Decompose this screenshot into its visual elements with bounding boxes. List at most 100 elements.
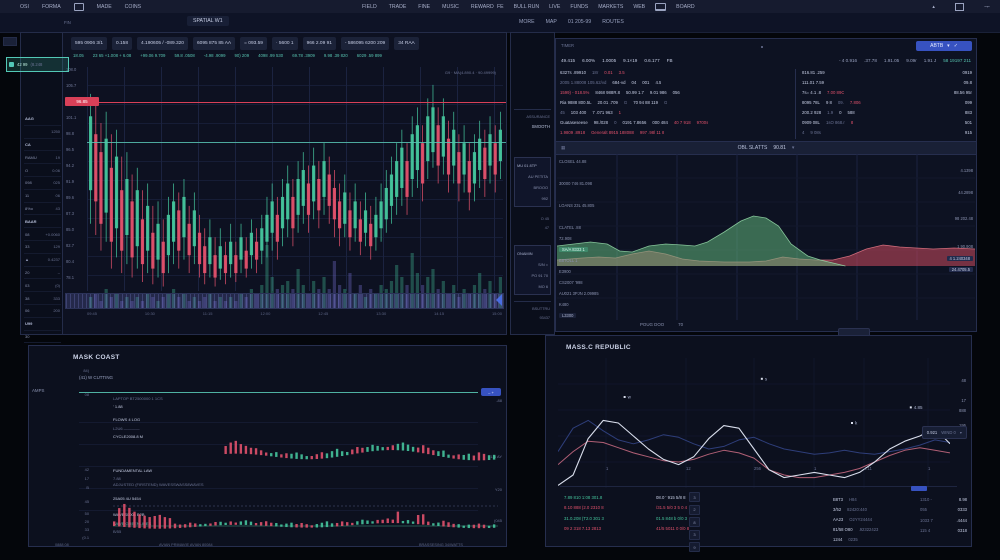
watchlist-item[interactable]: 03 (0)	[24, 279, 61, 293]
oscillator-strip-2[interactable]	[113, 486, 498, 536]
watchlist-item[interactable]: 1250	[24, 126, 61, 139]
watchlist-item[interactable]: 20 –	[24, 267, 61, 280]
table-row[interactable]: 8.10 888 (2.0 2310 8/31.5 5/0 3 5 0 4	[564, 503, 718, 514]
tool-row[interactable]: ONAMIN	[517, 251, 533, 256]
tool-group-2[interactable]: ONAMIN S/N = PO 91 70 MO 6	[514, 245, 551, 295]
depth-label: SA/A 8333 1	[559, 244, 599, 255]
tool-row[interactable]: PO 91 70	[531, 273, 548, 278]
menu-field[interactable]: FIELD	[362, 3, 377, 10]
watchlist-item[interactable]: 06 200	[24, 305, 61, 318]
orderbook-row[interactable]: Ria 9888 800.5L 20.01 .709 G 70 94 88 119 G 8…	[560, 99, 972, 109]
tool-row[interactable]: MO 6	[538, 284, 548, 289]
row-group-a: 6327s .89910 18r 0.01 3.5	[560, 70, 625, 75]
tool-row[interactable]: BROOO	[533, 185, 548, 190]
tool-row[interactable]: S/N =	[538, 262, 548, 267]
watchlist-item[interactable]: 08 +0.0060	[24, 228, 61, 241]
panels-icon[interactable]	[73, 2, 84, 11]
value-badge[interactable]: 0.921 WIND 0 ▾	[921, 426, 967, 439]
menu-trade[interactable]: TRADE	[388, 3, 407, 10]
watchlist-item[interactable]: 38 333	[24, 292, 61, 305]
menu-live[interactable]: LIVE	[549, 3, 561, 10]
depth-chart-area[interactable]: CLOSEL 44.88 30000 746 81.098 LOANS 23L 45…	[556, 154, 976, 320]
watchlist-item[interactable]: 30	[24, 331, 61, 344]
watchlist-item[interactable]: 098 025	[24, 177, 61, 190]
count-chip[interactable]: 9	[689, 542, 700, 552]
chart-action-button[interactable]: ‒ +	[481, 388, 501, 396]
oscillator-strip-1[interactable]	[113, 438, 498, 468]
tab-more[interactable]: MORE	[519, 19, 535, 25]
menu-bull-run[interactable]: BULL RUN	[513, 3, 540, 10]
ticker-value: +0.0060	[45, 231, 60, 237]
menu-markets[interactable]: MARKETS	[598, 3, 624, 10]
navigator-handle[interactable]	[496, 294, 502, 306]
analytics-panel: MASS.C REPUBLIC w s k 4.85 48 17 888 195 0.921…	[545, 335, 972, 552]
table-row[interactable]: 31.0.208 (T2.0 301 3 01.5 848 b 0/0 3	[564, 513, 718, 524]
watchlist-item[interactable]: O 0.06	[24, 164, 61, 177]
cell: 7.00 89C	[827, 90, 845, 95]
section-divider-bar[interactable]: ▦ OBL SLATTS 90.81 ▾	[556, 141, 976, 155]
depth-chart[interactable]	[557, 154, 975, 320]
up-arrow-icon[interactable]: ▴	[932, 3, 935, 10]
menu-music[interactable]: MUSIC	[442, 3, 459, 10]
tab-map[interactable]: MAP	[545, 19, 557, 25]
mini-badge[interactable]	[911, 486, 927, 491]
menu-funds[interactable]: FUNDS	[570, 3, 589, 10]
menu-board[interactable]: BOARD	[676, 3, 695, 10]
candlestick-chart[interactable]	[88, 67, 503, 291]
watchlist-item[interactable]: 8%o 43	[24, 203, 61, 216]
menu-made[interactable]: MADE	[96, 3, 112, 10]
menu-fine[interactable]: FINE	[418, 3, 431, 10]
info-chip: 6095 875 85 AA	[192, 37, 236, 50]
count-chip[interactable]: 8	[689, 517, 700, 527]
trades-table: 7.89 810 1:08 301.8 08.0 ' 915 5/8 8 8.10 …	[564, 492, 718, 534]
grid-icon: ▦	[561, 145, 566, 150]
tool-row[interactable]: 992	[541, 196, 549, 201]
orderbook-row[interactable]: 1.9809 .8918 Generalt 8915 188088 997 .98l…	[560, 129, 972, 139]
watchlist-item[interactable]: 11 06	[24, 190, 61, 203]
symbol-title-chip[interactable]: SPATIAL W1	[187, 16, 229, 26]
tool-row[interactable]: AU PETITA	[528, 174, 548, 179]
table-row[interactable]: 7.89 810 1:08 301.8 08.0 ' 915 5/8 8	[564, 492, 718, 503]
tab-01-205-99[interactable]: 01 205-99	[567, 19, 592, 25]
tool-row[interactable]: MU 01 8TP	[517, 163, 537, 168]
menu-fe[interactable]: FE	[497, 3, 504, 10]
orderbook-row[interactable]: 45 103 400 7 .071 963 1 200.2 928 1.9 0 588 883	[560, 109, 972, 119]
menu-reward[interactable]: REWARD	[470, 3, 494, 10]
count-chip[interactable]: 3	[689, 492, 700, 502]
depth-label: L3300	[559, 310, 599, 321]
count-chip[interactable]: 2	[689, 504, 700, 515]
cell: 3.5	[618, 70, 625, 75]
timeline-navigator[interactable]	[65, 293, 504, 309]
orderbook-row[interactable]: 1599) - 018.5% 8468 988R.8 50.99 1.7 9.01 9…	[560, 89, 972, 99]
orderbook-row[interactable]: 6327s .89910 18r 0.01 3.5 816.81 .259 0919	[560, 69, 972, 79]
watchlist-item[interactable]: 33 129	[24, 241, 61, 254]
chart-plot-area[interactable]	[87, 67, 503, 309]
watchlist-item[interactable]: RAMU 19	[24, 151, 61, 165]
watchlist-item[interactable]: ▲ 0.4237	[24, 254, 61, 267]
watchlist-active-item[interactable]: 42 99 (8.248	[6, 57, 69, 72]
watchlist-item[interactable]: BAAR	[24, 215, 61, 229]
table-row[interactable]: 09 2 318 7.13 2813 41/5 5011 0 0/0 8	[564, 524, 718, 535]
info-chip: 4.190605 / -089.320	[137, 37, 188, 50]
orderbook-row[interactable]: Guataseseese 98./028 0 0191 7.8656 000 484 40…	[560, 119, 972, 129]
minimize-icon[interactable]: −⌐	[983, 3, 990, 10]
stat-value: 0235	[848, 536, 858, 542]
menu-web[interactable]: WEB	[633, 3, 646, 10]
watchlist-item[interactable]: U99	[24, 318, 61, 331]
tab-routes[interactable]: ROUTES	[602, 19, 624, 25]
line-chart[interactable]: w s k 4.85	[558, 358, 950, 488]
primary-action-button[interactable]: ABTB ▾ ✓	[916, 41, 972, 51]
watchlist-item[interactable]: CA	[24, 139, 61, 152]
indicator-label: B/55	[113, 529, 122, 534]
tool-group-1[interactable]: MU 01 8TP AU PETITA BROOO 992	[514, 157, 551, 207]
menu-forma[interactable]: FORMA	[41, 3, 61, 10]
count-chip[interactable]: 3	[689, 529, 700, 540]
watchlist-item[interactable]: AAG	[24, 113, 61, 126]
laptop-icon[interactable]	[655, 2, 667, 11]
price-tick: 91.9	[66, 179, 74, 184]
window-control[interactable]	[3, 37, 17, 46]
window-icon[interactable]	[954, 2, 964, 11]
orderbook-row[interactable]: 2005 1.88008 105.62/vd 684-vd 04 001 4.5 111.…	[560, 79, 972, 89]
menu-coins[interactable]: COINS	[124, 3, 142, 10]
menu-osi[interactable]: OSI	[20, 3, 29, 10]
